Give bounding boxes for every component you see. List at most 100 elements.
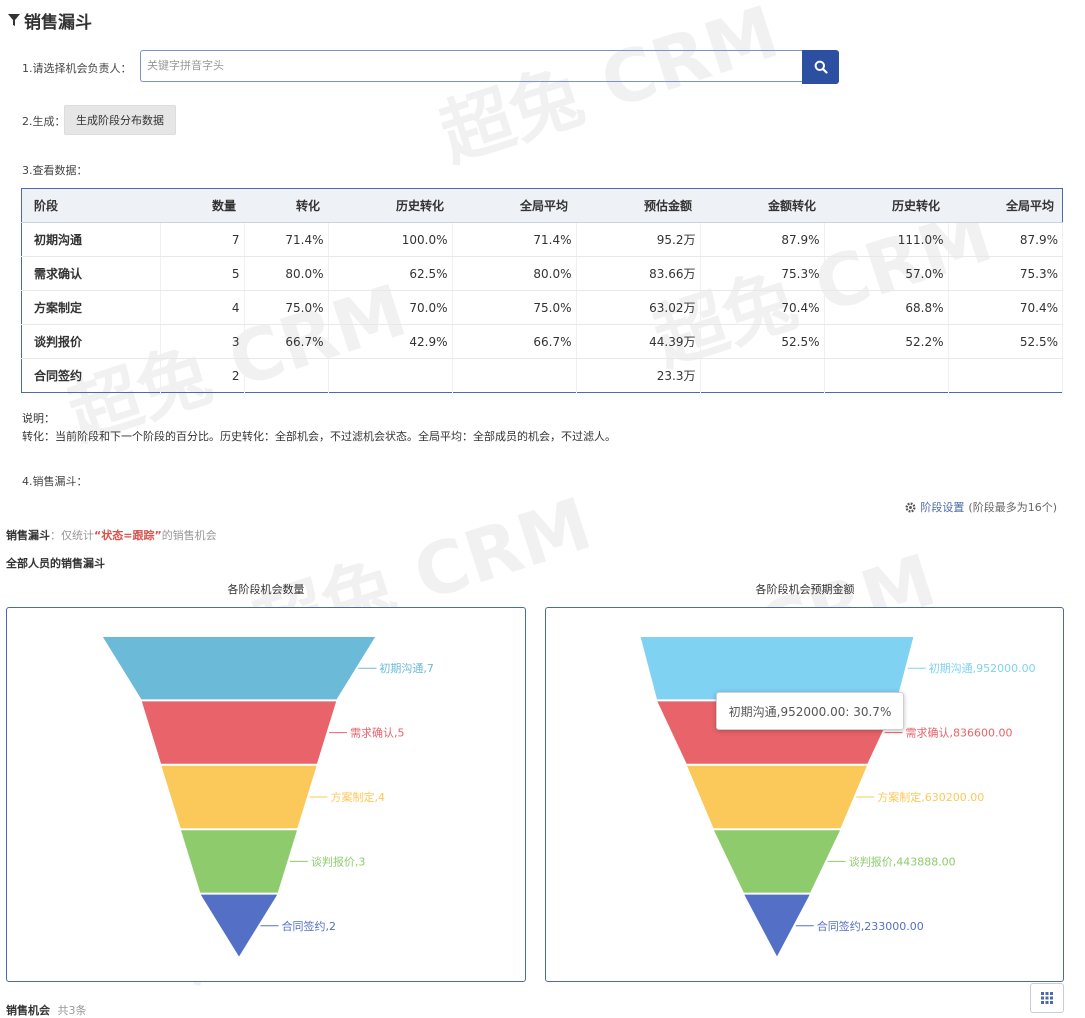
footer-count: 共3条: [57, 1004, 87, 1017]
funnel-label-0: 初期沟通,7: [379, 661, 434, 675]
table-cell: 7: [160, 222, 245, 257]
table-cell-stage: 方案制定: [21, 290, 161, 325]
table-cell: 2: [160, 358, 245, 393]
table-cell-stage: 初期沟通: [21, 222, 161, 257]
table-cell-stage: 需求确认: [21, 256, 161, 291]
table-cell: 52.5%: [948, 324, 1063, 359]
grid-view-button[interactable]: [1030, 983, 1064, 1013]
page-title: 销售漏斗: [8, 8, 92, 33]
funnel-label-1: 需求确认,5: [350, 727, 405, 740]
table-cell: 111.0%: [824, 222, 949, 257]
table-row: 需求确认 5 80.0% 62.5% 80.0% 83.66万 75.3% 57.0% 75.3…: [21, 256, 1063, 291]
table-cell: 66.7%: [452, 324, 577, 359]
table-cell: 75.0%: [452, 290, 577, 325]
owner-search-input[interactable]: 关键字拼音字头: [140, 50, 802, 82]
table-cell: 70.4%: [700, 290, 825, 325]
step4-label: 4.销售漏斗：: [22, 475, 88, 488]
header-stage: 阶段: [21, 188, 160, 223]
table-cell: 3: [160, 324, 245, 359]
generate-stage-data-button[interactable]: 生成阶段分布数据: [64, 105, 176, 135]
funnel-segment-2[interactable]: [685, 764, 869, 830]
funnel-desc-pre: ：仅统计: [50, 529, 94, 542]
funnel-status-filter: “状态=跟踪”: [94, 529, 162, 542]
table-cell: 75.3%: [700, 256, 825, 291]
table-cell: 71.4%: [244, 222, 329, 257]
table-cell-stage: 谈判报价: [21, 324, 161, 359]
header-estimated-amount: 预估金额: [576, 188, 700, 223]
stage-data-table: 阶段 数量 转化 历史转化 全局平均 预估金额 金额转化 历史转化 全局平均 初…: [21, 188, 1063, 393]
chart-title-count: 各阶段机会数量: [227, 583, 305, 596]
funnel-label-3: 谈判报价,443888.00: [849, 854, 956, 868]
table-cell: 75.3%: [948, 256, 1063, 291]
table-cell: [244, 358, 329, 393]
table-cell: 100.0%: [328, 222, 453, 257]
table-cell: 66.7%: [244, 324, 329, 359]
table-cell: 68.8%: [824, 290, 949, 325]
search-icon: [814, 60, 828, 74]
table-cell: 4: [160, 290, 245, 325]
watermark-text-1: 超兔 CRM: [430, 0, 788, 177]
table-cell: 57.0%: [824, 256, 949, 291]
funnel-label-4: 合同签约,233000.00: [817, 919, 924, 933]
funnel-segment-1[interactable]: [140, 700, 338, 765]
funnel-segment-4[interactable]: [198, 893, 280, 959]
table-cell: 87.9%: [700, 222, 825, 257]
header-history-conversion: 历史转化: [328, 188, 452, 223]
header-amount-conversion: 金额转化: [700, 188, 824, 223]
funnel-label-3: 谈判报价,3: [311, 854, 366, 868]
table-header-row: 阶段 数量 转化 历史转化 全局平均 预估金额 金额转化 历史转化 全局平均: [21, 188, 1063, 223]
funnel-chart-count: 初期沟通,7 需求确认,5 方案制定,4 谈判报价,3 合同签约,2: [101, 636, 434, 959]
funnel-segment-3[interactable]: [179, 829, 299, 894]
table-cell: 52.2%: [824, 324, 949, 359]
header-amount-history-conversion: 历史转化: [824, 188, 948, 223]
funnel-segment-3[interactable]: [712, 829, 842, 894]
table-row: 初期沟通 7 71.4% 100.0% 71.4% 95.2万 87.9% 111.0% 87.…: [21, 222, 1063, 257]
step2-label: 2.生成：: [22, 115, 66, 128]
funnel-segment-0[interactable]: [639, 636, 915, 701]
table-cell: 80.0%: [244, 256, 329, 291]
chart-tooltip: 初期沟通,952000.00: 30.7%: [716, 692, 904, 730]
table-cell: 87.9%: [948, 222, 1063, 257]
stage-settings: 阶段设置 (阶段最多为16个): [905, 499, 1057, 515]
funnel-segment-0[interactable]: [101, 636, 377, 701]
table-cell: 63.02万: [576, 290, 701, 325]
note-text: 转化：当前阶段和下一个阶段的百分比。历史转化：全部机会，不过滤机会状态。全局平均…: [22, 430, 616, 443]
header-amount-global-average: 全局平均: [948, 188, 1063, 223]
table-cell: 70.0%: [328, 290, 453, 325]
gear-icon: [905, 501, 916, 513]
chart-title-amount: 各阶段机会预期金额: [755, 583, 855, 596]
table-cell: 42.9%: [328, 324, 453, 359]
footer-label: 销售机会: [6, 1004, 50, 1017]
funnel-label: 销售漏斗: [6, 529, 50, 542]
stage-settings-link[interactable]: 阶段设置: [920, 501, 965, 514]
table-cell: [328, 358, 453, 393]
table-cell: 75.0%: [244, 290, 329, 325]
table-cell: 62.5%: [328, 256, 453, 291]
funnel-label-4: 合同签约,2: [282, 919, 337, 933]
table-cell: 44.39万: [576, 324, 701, 359]
grid-icon: [1041, 992, 1053, 1004]
search-button[interactable]: [802, 50, 839, 84]
table-cell: [452, 358, 577, 393]
step3-label: 3.查看数据：: [22, 164, 88, 177]
table-cell: 70.4%: [948, 290, 1063, 325]
funnel-label-2: 方案制定,630200.00: [877, 790, 984, 804]
funnel-segment-4[interactable]: [742, 893, 812, 959]
header-global-average: 全局平均: [452, 188, 576, 223]
filter-icon: [8, 14, 20, 26]
table-row: 合同签约 2 23.3万: [21, 358, 1063, 393]
funnel-description: 销售漏斗：仅统计“状态=跟踪”的销售机会: [6, 527, 217, 543]
table-cell: 23.3万: [576, 358, 701, 393]
table-cell: 5: [160, 256, 245, 291]
step1-label: 1.请选择机会负责人：: [22, 62, 132, 75]
table-cell-stage: 合同签约: [21, 358, 161, 393]
funnel-chart-count-box: 初期沟通,7 需求确认,5 方案制定,4 谈判报价,3 合同签约,2: [6, 607, 526, 982]
funnel-segment-2[interactable]: [160, 764, 318, 830]
table-row: 谈判报价 3 66.7% 42.9% 66.7% 44.39万 52.5% 52.2% 52.5…: [21, 324, 1063, 359]
header-conversion: 转化: [244, 188, 328, 223]
table-cell: [700, 358, 825, 393]
funnel-desc-post: 的销售机会: [161, 529, 217, 542]
funnel-chart-amount: 初期沟通,952000.00 需求确认,836600.00 方案制定,630200.…: [639, 636, 1036, 959]
header-count: 数量: [160, 188, 244, 223]
funnel-chart-amount-box: 初期沟通,952000.00 需求确认,836600.00 方案制定,630200.…: [545, 607, 1064, 982]
